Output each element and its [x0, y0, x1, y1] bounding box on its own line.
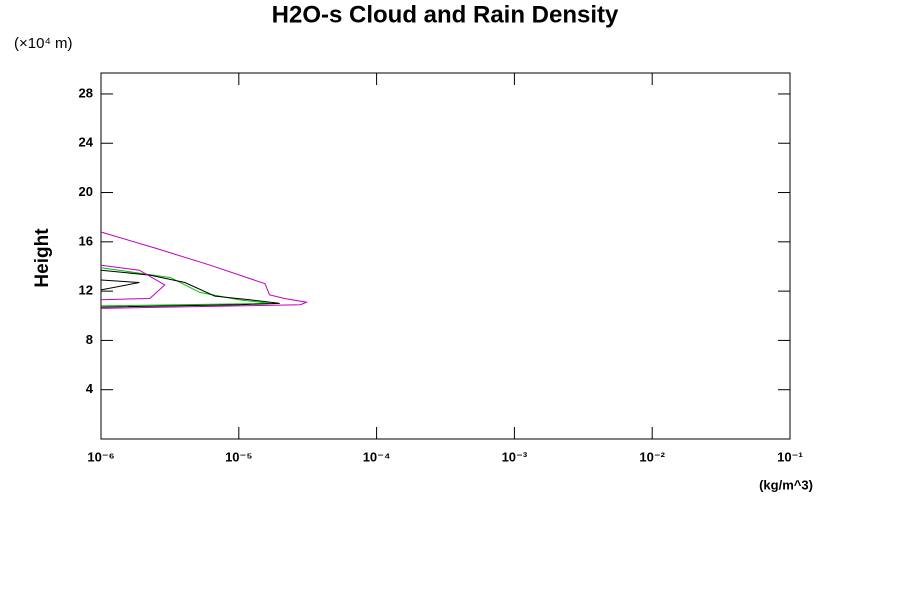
series-line: [100, 269, 280, 308]
x-unit: (kg/m^3): [759, 477, 813, 492]
series-line: [100, 231, 309, 309]
y-axis-title: Height: [32, 228, 53, 288]
x-tick-label: 10⁻¹: [777, 449, 803, 464]
x-tick-label: 10⁻²: [639, 449, 665, 464]
x-tick-label: 10⁻³: [502, 449, 528, 464]
y-tick-label: 4: [86, 381, 94, 396]
y-tick-label: 24: [79, 135, 94, 150]
y-tick-label: 28: [79, 85, 93, 100]
series-line: [100, 267, 270, 307]
chart-title: H2O-s Cloud and Rain Density: [272, 1, 619, 28]
y-tick-label: 8: [86, 332, 93, 347]
y-tick-label: 20: [79, 184, 93, 199]
series-line: [100, 279, 140, 291]
x-tick-label: 10⁻⁵: [225, 449, 252, 464]
x-tick-label: 10⁻⁶: [87, 449, 114, 464]
series-line: [100, 264, 166, 301]
y-tick-label: 16: [79, 233, 93, 248]
y-tick-label: 12: [79, 283, 93, 298]
y-unit: (×10⁴ m): [14, 35, 73, 52]
plot-frame: [100, 72, 791, 440]
x-tick-label: 10⁻⁴: [363, 449, 391, 464]
